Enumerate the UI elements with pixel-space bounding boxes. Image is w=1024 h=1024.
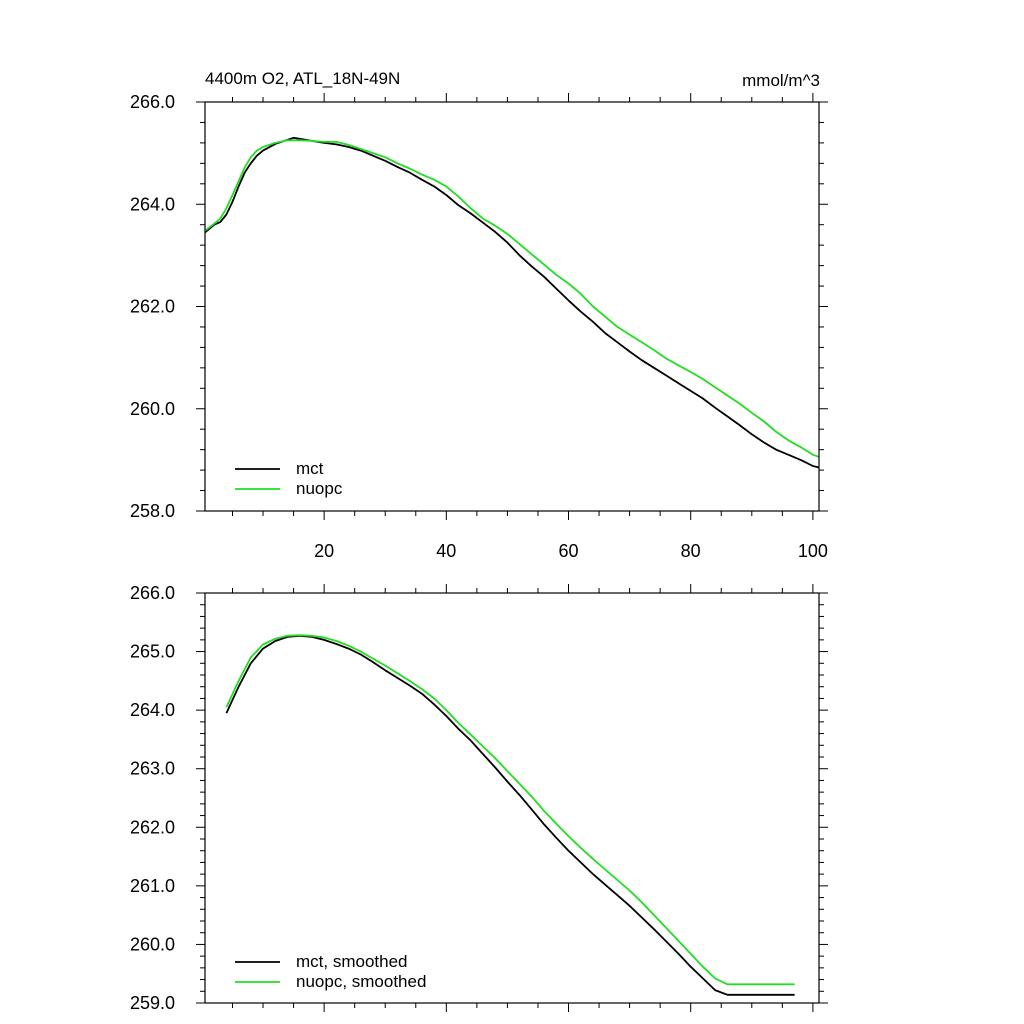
y-tick-label: 262.0 bbox=[130, 817, 175, 837]
series-line-mct-smoothed bbox=[225, 634, 795, 996]
y-tick-label: 266.0 bbox=[130, 583, 175, 603]
top-plot-series bbox=[204, 136, 820, 469]
series-line-nuopc bbox=[204, 139, 820, 458]
y-tick-label: 261.0 bbox=[130, 876, 175, 896]
x-tick-label: 40 bbox=[436, 541, 456, 561]
x-tick-label: 100 bbox=[798, 541, 828, 561]
legend-label: nuopc, smoothed bbox=[296, 972, 426, 991]
top-plot-ticks bbox=[196, 93, 828, 520]
bottom-plot-tick-labels: 259.0 260.0 261.0 262.0 263.0 264.0 265.0 266.0 bbox=[130, 583, 175, 1013]
series-line-nuopc-smoothed bbox=[225, 634, 795, 986]
top-plot-frame bbox=[204, 101, 820, 512]
bottom-plot-ticks bbox=[196, 584, 828, 1012]
x-tick-label: 80 bbox=[681, 541, 701, 561]
legend-label: nuopc bbox=[296, 479, 343, 498]
x-tick-label: 20 bbox=[314, 541, 334, 561]
y-tick-label: 265.0 bbox=[130, 642, 175, 662]
series-line-mct bbox=[204, 136, 820, 469]
y-tick-label: 259.0 bbox=[130, 993, 175, 1013]
bottom-plot-series bbox=[225, 634, 795, 996]
y-tick-label: 262.0 bbox=[130, 297, 175, 317]
y-tick-label: 260.0 bbox=[130, 399, 175, 419]
y-tick-label: 264.0 bbox=[130, 194, 175, 214]
y-tick-label: 258.0 bbox=[130, 501, 175, 521]
y-tick-label: 264.0 bbox=[130, 700, 175, 720]
y-tick-label: 266.0 bbox=[130, 92, 175, 112]
bottom-plot: 259.0 260.0 261.0 262.0 263.0 264.0 265.0 266.0… bbox=[130, 583, 828, 1013]
top-plot-tick-labels: 20 40 60 80 100 258.0 260.0 262.0 264.0 266.0 bbox=[130, 92, 828, 561]
y-tick-label: 260.0 bbox=[130, 934, 175, 954]
legend-label: mct, smoothed bbox=[296, 952, 408, 971]
top-plot-title-left: 4400m O2, ATL_18N-49N bbox=[205, 69, 400, 88]
top-plot-units: mmol/m^3 bbox=[742, 71, 820, 90]
legend-label: mct bbox=[296, 459, 324, 478]
top-plot: 4400m O2, ATL_18N-49N mmol/m^3 20 40 60 80 1… bbox=[130, 69, 828, 561]
y-tick-label: 263.0 bbox=[130, 759, 175, 779]
bottom-plot-frame bbox=[204, 592, 820, 1004]
x-tick-label: 60 bbox=[558, 541, 578, 561]
